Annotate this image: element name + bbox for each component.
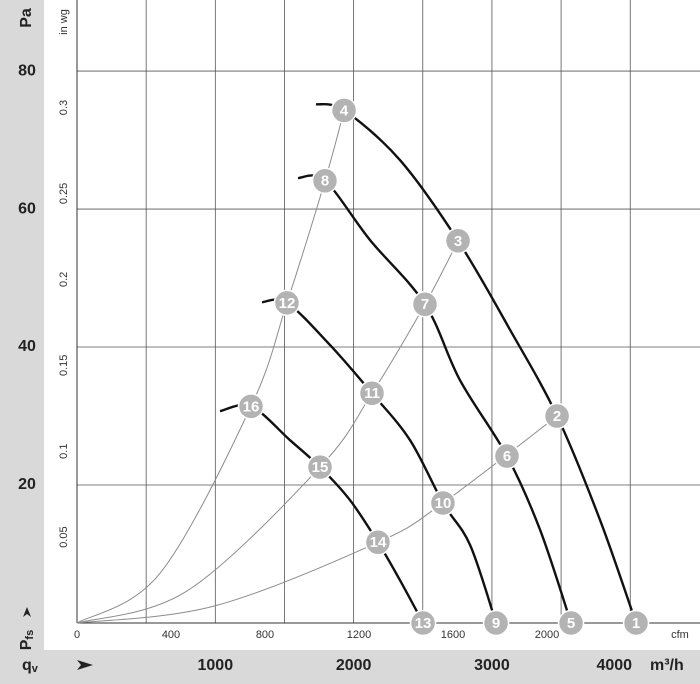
y2-tick-label: 0.15 <box>58 355 70 376</box>
bottom-band <box>0 650 700 684</box>
x-tick-label: 4000 <box>596 657 632 674</box>
point-label: 4 <box>340 102 349 119</box>
x-tick-label: 3000 <box>474 657 510 674</box>
x-tick-label: 1000 <box>198 657 234 674</box>
y-tick-label: 60 <box>18 200 36 217</box>
point-label: 7 <box>421 296 429 313</box>
y2-unit: in wg <box>58 9 70 35</box>
system-curve <box>76 415 558 624</box>
point-label: 14 <box>370 534 387 551</box>
system-curve <box>76 240 459 624</box>
y2-tick-label: 0.3 <box>58 100 70 115</box>
x-unit: m³/h <box>650 657 684 674</box>
point-label: 5 <box>567 615 575 632</box>
operating-point <box>482 609 510 637</box>
y2-tick-label: 0.1 <box>58 444 70 459</box>
x-title-sub: v <box>32 663 39 675</box>
operating-point <box>411 291 439 318</box>
y-title-sub: fs <box>24 630 36 640</box>
point-label: 16 <box>243 398 260 415</box>
point-label: 15 <box>312 459 329 476</box>
x2-tick-label: 0 <box>74 629 80 641</box>
point-label: 11 <box>364 385 380 402</box>
operating-point <box>273 289 301 317</box>
fan-curve <box>261 298 498 624</box>
point-label: 9 <box>492 615 500 632</box>
point-label: 13 <box>415 615 432 632</box>
x2-tick-label: 2000 <box>535 629 559 641</box>
point-label: 10 <box>435 495 452 512</box>
point-label: 3 <box>454 233 462 250</box>
x2-tick-label: 1600 <box>441 629 465 641</box>
x2-tick-label: 1200 <box>347 629 371 641</box>
operating-point <box>330 97 358 124</box>
operating-point <box>237 393 265 420</box>
point-label: 8 <box>321 173 329 190</box>
operating-point <box>306 453 334 481</box>
operating-point <box>429 489 457 517</box>
x2-unit: cfm <box>671 629 689 641</box>
x2-tick-label: 800 <box>256 629 274 641</box>
y-tick-label: 20 <box>18 476 36 493</box>
x-title-main: q <box>22 657 32 674</box>
operating-point <box>444 227 472 255</box>
y-unit: Pa <box>18 8 35 28</box>
y-tick-label: 80 <box>18 62 36 79</box>
point-label: 12 <box>279 295 296 312</box>
operating-point <box>622 609 650 637</box>
operating-point <box>364 529 392 556</box>
y-title: Pfs <box>18 630 36 650</box>
operating-point <box>493 442 521 470</box>
operating-point <box>543 402 571 430</box>
y-title-main: P <box>18 639 35 650</box>
operating-point <box>409 609 437 637</box>
point-label: 1 <box>632 615 640 632</box>
fan-curve <box>219 403 425 624</box>
operating-point <box>311 167 339 195</box>
left-band <box>0 0 44 684</box>
system-curve <box>76 110 345 624</box>
point-label: 6 <box>503 448 511 465</box>
point-label: 2 <box>553 408 561 425</box>
y2-tick-label: 0.25 <box>58 183 70 204</box>
fan-curve <box>315 102 638 624</box>
operating-point <box>358 380 386 407</box>
x2-tick-label: 400 <box>162 629 180 641</box>
x-arrow <box>77 660 93 670</box>
x-title: qv <box>22 657 39 675</box>
y-arrow <box>23 607 31 617</box>
fan-curve <box>297 174 573 624</box>
y2-tick-label: 0.05 <box>58 526 70 547</box>
operating-point <box>557 609 585 637</box>
y2-tick-label: 0.2 <box>58 272 70 287</box>
y-tick-label: 40 <box>18 338 36 355</box>
x-tick-label: 2000 <box>336 657 372 674</box>
